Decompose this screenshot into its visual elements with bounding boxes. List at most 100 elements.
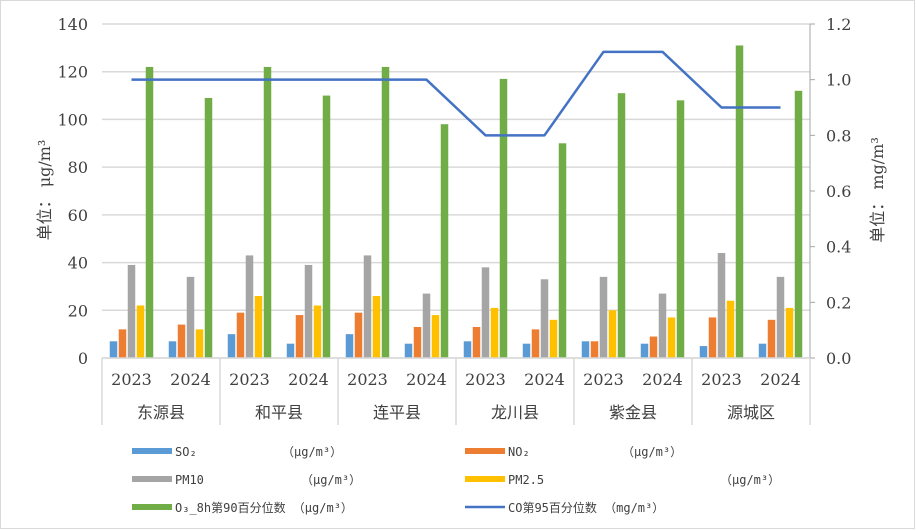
year-label: 2023 [701, 370, 742, 389]
bar [785, 307, 794, 358]
bar [136, 305, 145, 358]
bar [245, 255, 254, 358]
bar [263, 66, 272, 358]
year-label: 2023 [347, 370, 388, 389]
county-label: 连平县 [373, 403, 421, 422]
bar [649, 336, 658, 358]
bar [204, 97, 213, 358]
legend-unit: （μg/m³） [301, 473, 361, 487]
bar [127, 264, 136, 358]
y-tick-label: 120 [57, 63, 88, 82]
bar [345, 334, 354, 358]
y-axis-title: 单位： μg/m³ [35, 140, 54, 241]
bar [236, 312, 245, 358]
y2-tick-label: 0.4 [826, 238, 851, 257]
bar [549, 319, 558, 358]
bar [177, 324, 186, 358]
bar [767, 319, 776, 358]
bar [118, 329, 127, 358]
bar [145, 66, 154, 358]
bar [168, 341, 177, 358]
legend-label: PM10 [175, 473, 204, 487]
bar [617, 93, 626, 358]
bar [699, 346, 708, 358]
bar [794, 90, 803, 359]
y-tick-label: 60 [68, 206, 88, 225]
y2-axis-title: 单位： mg/m³ [868, 137, 887, 242]
legend-label: PM2.5 [508, 473, 544, 487]
legend-label: CO第95百分位数 （mg/m³） [508, 500, 664, 515]
year-label: 2024 [170, 370, 211, 389]
y-tick-label: 0 [78, 349, 88, 368]
y-tick-label: 40 [68, 254, 88, 273]
y2-tick-label: 0.8 [826, 126, 851, 145]
bar [531, 329, 540, 358]
bar [590, 341, 599, 358]
bar [440, 124, 449, 358]
bar [372, 295, 381, 358]
legend-label: O₃_8h第90百分位数 （μg/m³） [175, 500, 353, 515]
bar [676, 100, 685, 358]
legend-swatch [465, 448, 505, 454]
y2-tick-label: 1.2 [826, 15, 851, 34]
bar [286, 343, 295, 358]
bar [599, 276, 608, 358]
bar [472, 326, 481, 358]
bar [581, 341, 590, 358]
bar [109, 341, 118, 358]
y-tick-label: 20 [68, 301, 88, 320]
y-tick-label: 80 [68, 158, 88, 177]
county-label: 龙川县 [491, 403, 539, 422]
y2-tick-label: 0.6 [826, 182, 851, 201]
bar [322, 95, 331, 359]
y2-tick-label: 1.0 [826, 71, 851, 90]
year-label: 2023 [583, 370, 624, 389]
bar [540, 279, 549, 358]
bar [422, 293, 431, 358]
year-label: 2023 [111, 370, 152, 389]
bar [726, 300, 735, 358]
y-tick-label: 100 [57, 110, 88, 129]
y-tick-label: 140 [57, 15, 88, 34]
bar [708, 317, 717, 358]
bar [490, 307, 499, 358]
county-label: 和平县 [255, 403, 303, 422]
bar [381, 66, 390, 358]
bar [608, 310, 617, 358]
legend-unit: （μg/m³） [720, 473, 780, 487]
year-label: 2024 [524, 370, 565, 389]
year-label: 2023 [465, 370, 506, 389]
year-label: 2024 [406, 370, 447, 389]
year-label: 2024 [288, 370, 329, 389]
legend-swatch [465, 476, 505, 482]
legend-unit: （μg/m³） [282, 445, 342, 459]
bar [295, 315, 304, 358]
bar [363, 255, 372, 358]
legend-label: SO₂ [175, 445, 197, 459]
bar [431, 315, 440, 358]
county-label: 源城区 [727, 403, 775, 422]
bar [304, 264, 313, 358]
bar [354, 312, 363, 358]
legend-swatch [132, 476, 172, 482]
legend-unit: （μg/m³） [622, 445, 682, 459]
legend-swatch [132, 448, 172, 454]
bar [254, 295, 263, 358]
year-label: 2023 [229, 370, 270, 389]
year-label: 2024 [642, 370, 683, 389]
bar [558, 143, 567, 358]
bar [658, 293, 667, 358]
bar [499, 78, 508, 358]
bar [227, 334, 236, 358]
bar [640, 343, 649, 358]
y2-tick-label: 0.2 [826, 293, 851, 312]
bar [667, 317, 676, 358]
bar [758, 343, 767, 358]
bar [186, 276, 195, 358]
bar [404, 343, 413, 358]
bar [717, 253, 726, 358]
year-label: 2024 [760, 370, 801, 389]
legend-label: NO₂ [508, 445, 530, 459]
bar [481, 267, 490, 358]
